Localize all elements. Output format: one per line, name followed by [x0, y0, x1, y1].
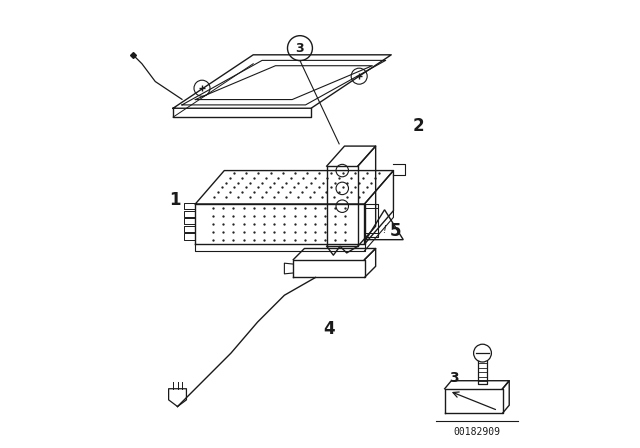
Text: 00182909: 00182909: [454, 427, 500, 437]
Text: 4: 4: [323, 319, 335, 338]
Text: !: !: [383, 225, 387, 235]
Text: 2: 2: [412, 117, 424, 135]
Text: 3: 3: [449, 370, 458, 384]
Text: 3: 3: [296, 42, 304, 55]
Text: 1: 1: [170, 190, 181, 208]
Text: 5: 5: [390, 222, 401, 240]
